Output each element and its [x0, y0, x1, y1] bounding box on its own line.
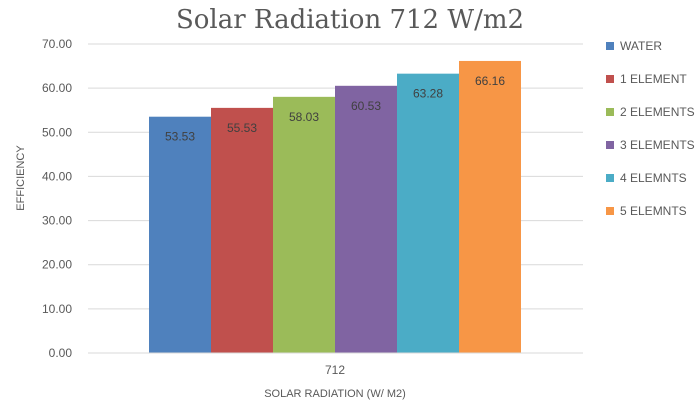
bar-2: [211, 107, 273, 353]
data-label: 58.03: [289, 110, 319, 124]
legend-swatch: [606, 108, 614, 116]
data-label: 60.53: [351, 99, 381, 113]
data-label: 66.16: [475, 74, 505, 88]
data-label: 53.53: [165, 130, 195, 144]
y-tick-label: 70.00: [42, 37, 72, 51]
legend-swatch: [606, 141, 614, 149]
bar-3: [273, 96, 335, 354]
legend-label: 3 ELEMENTS: [620, 138, 695, 152]
x-tick-label: 712: [325, 363, 345, 377]
data-label: 63.28: [413, 87, 443, 101]
y-tick-label: 20.00: [42, 258, 72, 272]
legend-label: 1 ELEMENT: [620, 72, 687, 86]
bar-4: [335, 85, 397, 353]
legend-label: 4 ELEMNTS: [620, 171, 687, 185]
bars: [149, 60, 521, 354]
y-tick-label: 0.00: [49, 346, 73, 360]
legend-label: 5 ELEMNTS: [620, 204, 687, 218]
legend-swatch: [606, 75, 614, 83]
legend-swatch: [606, 207, 614, 215]
legend: WATER 1 ELEMENT 2 ELEMENTS 3 ELEMENTS 4 ELEM…: [606, 39, 695, 218]
legend-swatch: [606, 42, 614, 50]
legend-label: 2 ELEMENTS: [620, 105, 695, 119]
y-tick-label: 50.00: [42, 125, 72, 139]
data-label: 55.53: [227, 121, 257, 135]
y-tick-label: 60.00: [42, 81, 72, 95]
data-labels: 53.53 55.53 58.03 60.53 63.28 66.16: [165, 74, 505, 144]
y-axis-ticks: 0.00 10.00 20.00 30.00 40.00 50.00 60.00 70.00: [42, 37, 72, 360]
y-tick-label: 40.00: [42, 169, 72, 183]
legend-swatch: [606, 174, 614, 182]
y-tick-label: 30.00: [42, 214, 72, 228]
x-axis-title: SOLAR RADIATION (W/ M2): [264, 388, 406, 400]
legend-label: WATER: [620, 39, 662, 53]
y-tick-label: 10.00: [42, 302, 72, 316]
chart-title: Solar Radiation 712 W/m2: [176, 5, 524, 35]
bar-6: [459, 60, 521, 353]
bar-1: [149, 116, 211, 354]
y-axis-title: EFFICIENCY: [15, 145, 27, 211]
bar-5: [397, 73, 459, 353]
